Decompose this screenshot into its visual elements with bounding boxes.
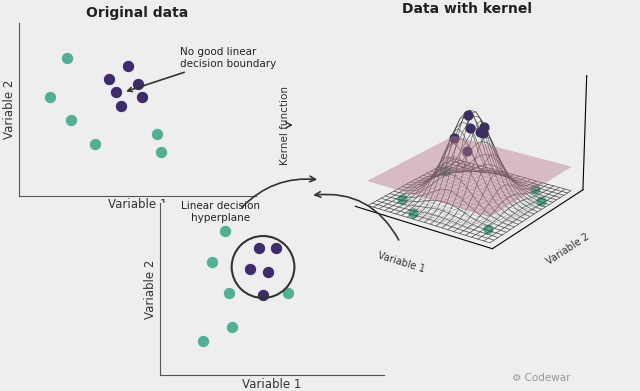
Title: Original data: Original data [86,5,189,20]
Text: Kernel function: Kernel function [280,86,290,165]
Text: Linear decision
hyperplane: Linear decision hyperplane [181,201,260,223]
Text: No good linear
decision boundary: No good linear decision boundary [128,47,276,91]
X-axis label: Variable 1: Variable 1 [108,198,167,211]
X-axis label: Variable 1: Variable 1 [377,250,426,274]
Y-axis label: Variable 2: Variable 2 [3,80,17,139]
X-axis label: Variable 1: Variable 1 [243,378,301,391]
Title: Data with kernel: Data with kernel [402,2,532,16]
Y-axis label: Variable 2: Variable 2 [144,260,157,319]
Text: ⚙ Codewar: ⚙ Codewar [512,373,570,383]
Y-axis label: Variable 2: Variable 2 [544,231,591,266]
